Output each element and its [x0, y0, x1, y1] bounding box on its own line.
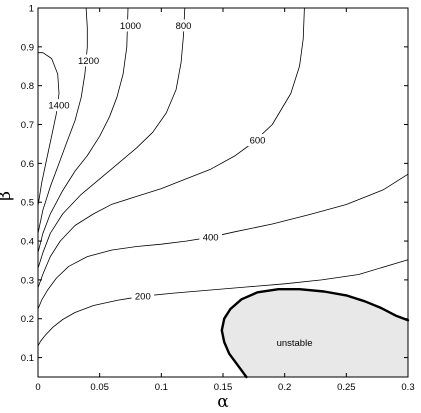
- region-layer: [220, 288, 410, 379]
- contour-line-1200: [37, 7, 88, 234]
- region-unstable-fill: [221, 289, 408, 377]
- contour-line-400: [37, 173, 409, 310]
- contour-label-200: 200: [135, 292, 151, 303]
- y-tick-label: 0.1: [21, 353, 34, 364]
- x-tick-label: 0.15: [214, 382, 233, 393]
- contour-label-bg-1400: [44, 99, 74, 112]
- y-tick-label: 0.8: [21, 81, 34, 92]
- y-tick-label: 0.9: [21, 42, 34, 53]
- label-layer: unstable 200 400 600 800 1000 1200 1400: [44, 19, 313, 349]
- y-tick-label: 0.5: [21, 198, 34, 209]
- contour-label-1000: 1000: [120, 21, 141, 32]
- contour-line-800: [37, 7, 186, 269]
- contour-label-bg-800: [172, 19, 195, 32]
- contour-label-1200: 1200: [78, 56, 99, 67]
- contour-label-bg-400: [199, 231, 222, 244]
- contour-label-400: 400: [203, 233, 219, 244]
- y-tick-label: 1: [29, 4, 34, 15]
- y-tick-label: 0.2: [21, 314, 34, 325]
- y-tick-label: 0.4: [21, 237, 34, 248]
- x-axis-title: α: [217, 392, 229, 412]
- x-tick-label: 0.05: [90, 382, 109, 393]
- contour-label-bg-1200: [74, 54, 103, 67]
- contour-line-600: [37, 7, 305, 288]
- x-tick-label: 0.3: [401, 382, 414, 393]
- tick-layer: 0 0.05 0.1 0.15 0.2 0.25 0.3 0.1 0.2 0.3 0.4 0.5 0.6…: [21, 4, 415, 394]
- contour-label-bg-200: [131, 290, 155, 303]
- contour-label-800: 800: [176, 21, 192, 32]
- contour-line-200: [37, 259, 409, 347]
- contour-line-1000: [37, 7, 129, 253]
- y-tick-label: 0.7: [21, 120, 34, 131]
- x-tick-label: 0.1: [155, 382, 168, 393]
- contour-label-bg-1000: [116, 19, 145, 32]
- region-unstable-label: unstable: [277, 338, 313, 349]
- contour-layer: [37, 7, 409, 347]
- x-tick-label: 0.25: [337, 382, 356, 393]
- region-unstable-boundary: [220, 288, 410, 379]
- y-axis-title: β: [0, 191, 15, 201]
- y-tick-label: 0.3: [21, 275, 34, 286]
- contour-label-1400: 1400: [48, 101, 69, 112]
- x-tick-label: 0.2: [278, 382, 291, 393]
- y-tick-label: 0.6: [21, 159, 34, 170]
- contour-label-600: 600: [250, 136, 266, 147]
- contour-label-bg-600: [246, 134, 269, 147]
- x-tick-label: 0: [35, 382, 40, 393]
